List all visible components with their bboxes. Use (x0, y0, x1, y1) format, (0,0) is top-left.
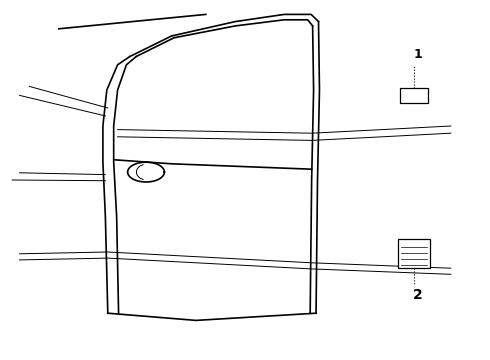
Bar (398, 239, 430, 268)
Text: 2: 2 (413, 288, 423, 302)
Bar (400, 88, 428, 103)
Text: 1: 1 (414, 48, 422, 61)
